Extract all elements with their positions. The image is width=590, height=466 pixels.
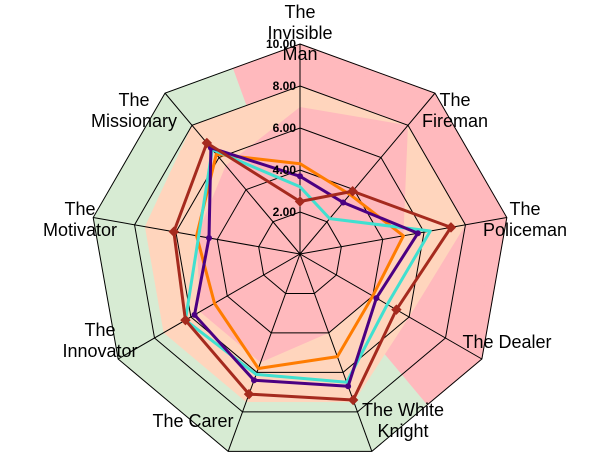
grid-ring-10 [92,43,508,452]
series-4-point-the-policeman [445,222,457,233]
series-2-line [183,147,432,384]
series-3-point-the-carer [251,377,258,384]
series-3-point-the-dealer [373,295,380,302]
series-4-line [172,141,453,402]
category-label-the-missionary: The Missionary [91,90,177,131]
category-label-the-policeman: The Policeman [483,199,567,240]
series-4-point-the-dealer [391,304,402,315]
grid-ring-6 [175,127,425,373]
series-3-point-the-white-knight [345,383,352,390]
tick-label-2: 2.00 [273,205,297,219]
category-label-the-motivator: The Motivator [43,199,117,240]
spoke-the-white-knight [299,253,373,452]
tick-label-8: 8.00 [273,79,297,93]
series-3 [191,144,421,390]
series-3-point-the-innovator [191,311,198,318]
category-label-the-innovator: The Innovator [62,320,137,361]
series-4-point-the-missionary [201,137,213,149]
series-3-point-the-invisible-man [297,173,303,180]
tick-label-4: 4.00 [273,163,297,177]
series-3-point-the-policeman [414,230,421,237]
background-bands [92,43,508,452]
tick-labels: 2.00 4.00 6.00 8.00 10.00 [266,37,296,219]
tick-label-6: 6.00 [273,121,297,135]
series-4-point-the-white-knight [347,394,359,406]
series-3-point-the-motivator [206,234,213,241]
series-3-point-the-fireman [340,199,347,206]
series-4-point-the-motivator [168,226,180,237]
series-4-point-the-carer [243,388,255,400]
category-label-the-dealer: The Dealer [462,332,551,352]
series-4-point-the-innovator [180,314,191,326]
spoke-the-innovator [117,253,301,360]
grid-ring-8 [134,85,466,413]
spoke-the-missionary [164,92,301,255]
category-label-the-fireman: The Fireman [422,90,488,131]
grid-ring-2 [258,211,342,294]
spoke-the-dealer [299,253,483,360]
category-label-the-white-knight: The White Knight [362,400,444,441]
tick-label-10: 10.00 [266,37,296,51]
grid [92,43,508,452]
spoke-the-fireman [299,92,436,255]
category-labels: The Invisible Man The Fireman The Policeman The… [43,2,567,441]
grid-ring-4 [216,169,384,334]
series-lines [168,137,457,406]
category-label-the-carer: The Carer [152,411,233,431]
category-label-the-invisible-man: The Invisible Man [267,2,332,64]
series-4-point-the-fireman [347,186,358,197]
series-4 [168,137,457,406]
spoke-the-carer [227,253,301,452]
series-4-point-the-invisible-man [294,196,306,207]
series-2 [183,147,432,384]
series-3-line [193,146,420,388]
